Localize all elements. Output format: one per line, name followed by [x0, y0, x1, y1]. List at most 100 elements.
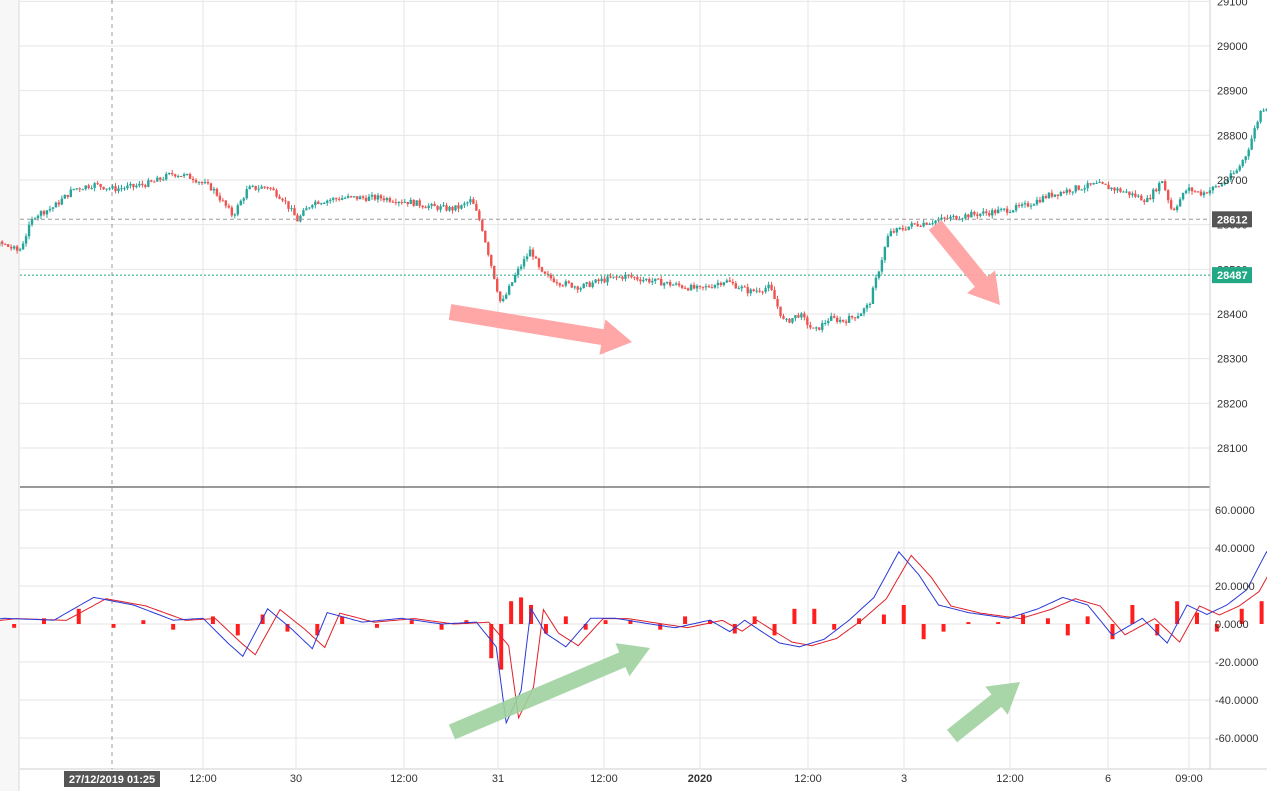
candle-body: [350, 196, 352, 197]
candle-body: [260, 187, 262, 189]
candle-body: [997, 210, 999, 214]
candle-body: [550, 275, 552, 279]
candle-body: [574, 286, 576, 287]
candle-body: [699, 286, 701, 287]
candle-body: [1003, 209, 1005, 210]
candle-body: [93, 183, 95, 188]
candle-body: [389, 198, 391, 202]
candle-body: [896, 228, 898, 232]
candle-body: [854, 317, 856, 318]
candle-body: [37, 216, 39, 219]
candle: [484, 230, 486, 243]
candle-body: [436, 206, 438, 210]
candle-body: [4, 244, 6, 245]
candle-body: [764, 288, 766, 292]
candle-body: [359, 196, 361, 199]
candle-body: [96, 183, 98, 184]
candle-body: [162, 179, 164, 180]
candle: [1161, 181, 1163, 183]
candle-body: [246, 189, 248, 198]
candle-body: [669, 282, 671, 285]
candle-body: [752, 289, 754, 291]
candle: [541, 267, 543, 273]
macd-tick-label: 60.0000: [1215, 505, 1255, 517]
candle-body: [1176, 206, 1178, 210]
candle-body: [120, 188, 122, 189]
candle-body: [684, 288, 686, 289]
candle-body: [1113, 188, 1115, 191]
candle-body: [860, 313, 862, 316]
candle-body: [153, 182, 155, 183]
candle-body: [433, 204, 435, 206]
candle-body: [1203, 192, 1205, 195]
candle-body: [696, 286, 698, 289]
candle-body: [615, 277, 617, 278]
candle-body: [1185, 191, 1187, 193]
candle-body: [1104, 184, 1106, 185]
candle-body: [785, 319, 787, 320]
macd-tick-label: 0.0000: [1215, 619, 1249, 631]
candle-body: [565, 281, 567, 285]
macd-histogram-bar: [77, 609, 81, 624]
candle-body: [919, 226, 921, 227]
candle-body: [159, 178, 161, 180]
candle-body: [1179, 199, 1181, 206]
macd-histogram-bar: [1111, 624, 1115, 639]
macd-histogram-bar: [773, 624, 777, 635]
candle-body: [1080, 190, 1082, 191]
macd-histogram-bar: [1195, 613, 1199, 624]
candle-body: [341, 198, 343, 200]
candle-body: [735, 283, 737, 288]
candle-body: [597, 280, 599, 282]
candle-body: [902, 228, 904, 229]
candle-body: [705, 286, 707, 287]
candle-body: [421, 206, 423, 207]
macd-histogram-bar: [1130, 605, 1134, 624]
candle-body: [284, 200, 286, 201]
macd-histogram-bar: [564, 616, 568, 624]
time-tick-label: 12:00: [794, 773, 822, 785]
candle-body: [487, 242, 489, 255]
candle-body: [481, 220, 483, 231]
candle-body: [1245, 156, 1247, 160]
candle-body: [99, 184, 101, 187]
candle-body: [702, 287, 704, 288]
candle-body: [514, 275, 516, 282]
candle-body: [985, 211, 987, 212]
candle-body: [1, 242, 3, 244]
candle-body: [803, 313, 805, 317]
candle-body: [1182, 193, 1184, 199]
candle-body: [25, 236, 27, 243]
candle-body: [64, 195, 66, 199]
time-tick-label: 12:00: [189, 773, 217, 785]
candle-body: [1009, 212, 1011, 213]
price-tick-label: 28900: [1217, 86, 1248, 98]
candle: [1048, 192, 1050, 199]
candle-body: [311, 205, 313, 207]
candle-body: [46, 210, 48, 214]
candle-body: [290, 208, 292, 209]
candle-body: [794, 315, 796, 318]
candle-body: [1197, 191, 1199, 192]
candle-body: [755, 291, 757, 292]
candle-body: [1200, 191, 1202, 195]
candle-body: [135, 186, 137, 187]
candle-body: [535, 257, 537, 259]
candle-body: [114, 186, 116, 191]
candle-body: [818, 327, 820, 330]
candle-body: [31, 219, 33, 225]
candle-body: [73, 189, 75, 190]
candle-body: [58, 203, 60, 205]
candle-body: [1057, 194, 1059, 195]
candle-body: [988, 213, 990, 216]
candle-body: [1191, 188, 1193, 192]
macd-histogram-bar: [966, 622, 970, 624]
candle-body: [445, 205, 447, 210]
candle-body: [281, 199, 283, 201]
candle-body: [424, 207, 426, 208]
candle-body: [908, 227, 910, 230]
candle-body: [177, 176, 179, 177]
candle-body: [13, 246, 15, 248]
candle-body: [911, 223, 913, 226]
